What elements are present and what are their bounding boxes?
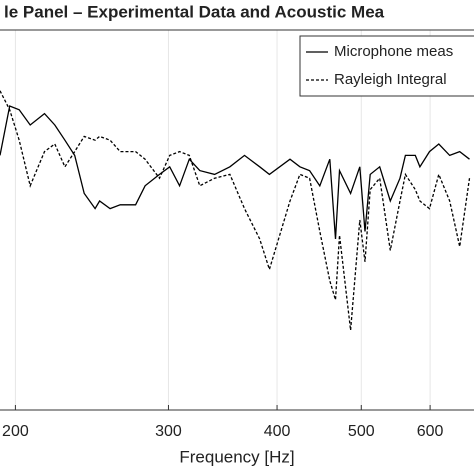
x-tick-label: 200 [2,423,29,440]
legend-box [299,35,474,97]
x-tick-label: 500 [348,423,375,440]
plot-frame [0,29,474,411]
x-tick-label: 400 [264,423,291,440]
x-axis-label: Frequency [Hz] [179,447,294,466]
legend-label: Rayleigh Integral [334,71,447,88]
line-series [0,105,470,240]
x-tick-label: 600 [417,423,444,440]
x-tick-label: 300 [155,423,182,440]
line-series [0,90,471,331]
legend-label: Microphone meas [334,43,453,60]
chart-title: le Panel – Experimental Data and Acousti… [4,2,385,21]
